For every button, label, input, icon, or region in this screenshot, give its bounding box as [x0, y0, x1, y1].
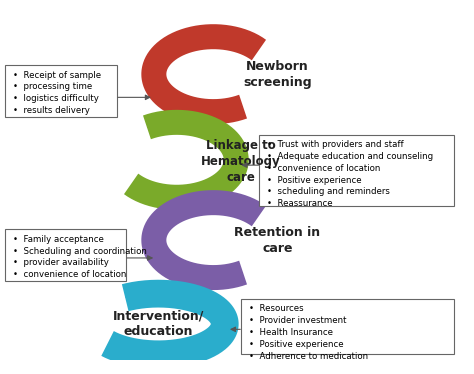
Text: •  Trust with providers and staff
•  Adequate education and counseling
•  conven: • Trust with providers and staff • Adequ… [267, 140, 433, 208]
Text: •  Family acceptance
•  Scheduling and coordination
•  provider availability
•  : • Family acceptance • Scheduling and coo… [13, 235, 147, 279]
Text: •  Resources
•  Provider investment
•  Health Insurance
•  Positive experience
•: • Resources • Provider investment • Heal… [248, 304, 368, 361]
FancyBboxPatch shape [5, 65, 117, 117]
FancyBboxPatch shape [5, 229, 127, 281]
Text: Newborn
screening: Newborn screening [243, 60, 312, 89]
Text: •  Receipt of sample
•  processing time
•  logistics difficulty
•  results deliv: • Receipt of sample • processing time • … [13, 71, 101, 115]
Text: Retention in
care: Retention in care [234, 226, 320, 255]
FancyBboxPatch shape [241, 299, 454, 354]
Text: Linkage to
Hematology
care: Linkage to Hematology care [201, 139, 281, 184]
FancyBboxPatch shape [259, 135, 454, 206]
Text: Intervention/
education: Intervention/ education [113, 309, 204, 338]
